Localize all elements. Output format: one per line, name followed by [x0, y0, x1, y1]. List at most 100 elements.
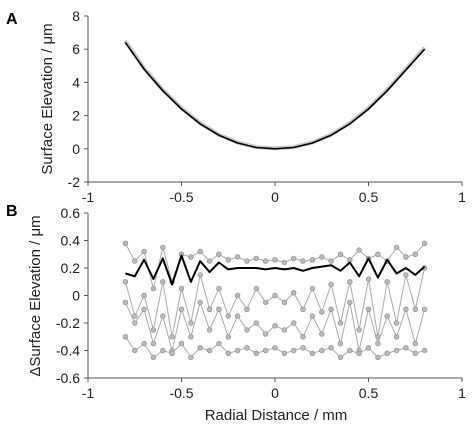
panel-b-data-point [272, 257, 278, 263]
panel-b-data-point [393, 244, 400, 251]
panel-b-series [122, 240, 428, 361]
panel-b-data-point [375, 354, 381, 361]
panel-b-data-point [178, 285, 185, 292]
panel-b-y-tick-label: -0.2 [56, 315, 80, 331]
panel-b-data-point [216, 285, 222, 292]
panel-b-data-point [393, 334, 400, 340]
panel-b-data-point [421, 306, 428, 312]
panel-b-data-point [150, 327, 157, 333]
panel-b-data-point [319, 309, 325, 315]
panel-b-data-point [244, 258, 250, 264]
panel-b-data-point [244, 306, 250, 312]
panel-a-x-tick-label: 1 [458, 189, 466, 205]
panel-b-data-point [225, 257, 232, 263]
panel-b-data-point [141, 248, 147, 255]
panel-a-series [123, 39, 427, 151]
panel-a-y-tick-label: 6 [72, 41, 80, 57]
panel-b-data-point [141, 306, 147, 312]
panel-b-data-point [262, 258, 269, 264]
panel-b-data-point [347, 299, 353, 306]
panel-a-x-tick-label: -0.5 [169, 189, 193, 205]
panel-b-data-point [328, 258, 334, 264]
panel-b-data-point [253, 285, 259, 292]
panel-b-data-point [272, 345, 278, 351]
panel-b-data-point [393, 347, 400, 354]
panel-b-data-point [300, 345, 306, 351]
panel-b-y-tick-label: 0 [72, 288, 80, 304]
panel-b-data-point [262, 331, 269, 337]
panel-b-data-point [281, 327, 288, 333]
panel-b-data-point [375, 340, 381, 347]
panel-b-data-point [141, 340, 147, 347]
panel-b-data-point [122, 240, 129, 247]
panel-b-data-point [281, 350, 288, 356]
panel-b-data-point [356, 350, 362, 356]
panel-b-x-tick-label: 0 [271, 385, 279, 401]
panel-b-data-point [216, 251, 222, 258]
panel-b-data-point [169, 334, 175, 340]
panel-b-data-point [319, 347, 325, 354]
panel-b-data-point [262, 299, 269, 306]
panel-b-x-axis-label: Radial Distance / mm [205, 407, 348, 424]
panel-b: B ΔSurface Elevation / μm Radial Distanc… [6, 203, 466, 424]
panel-b-data-point [319, 254, 325, 260]
panel-a: A Surface Elevation / μm -2 0 2 4 6 8 -1 -0.5 0 0… [6, 8, 466, 205]
panel-b-ticks: -0.6 -0.4 -0.2 0 0.2 0.4 0.6 -1 -0.5 0 0.5 1 [56, 205, 466, 401]
panel-b-data-point [356, 327, 362, 333]
panel-b-data-point [216, 340, 222, 347]
panel-b-data-point [347, 279, 353, 285]
panel-b-data-point [337, 354, 344, 361]
panel-b-data-point [281, 259, 288, 266]
panel-b-data-point [244, 327, 250, 333]
panel-b-data-point [206, 258, 213, 264]
panel-b-data-point [244, 345, 250, 351]
panel-b-x-tick-label: 0.5 [359, 385, 379, 401]
panel-b-data-point [160, 313, 166, 319]
panel-b-y-tick-label: 0.4 [61, 233, 81, 249]
panel-b-data-point [150, 354, 157, 361]
panel-b-data-point [365, 276, 372, 282]
panel-label-a: A [6, 11, 18, 28]
panel-b-data-point [421, 240, 428, 247]
panel-b-x-tick-label: -1 [82, 385, 95, 401]
panel-b-data-point [188, 354, 194, 361]
panel-b-data-point [253, 320, 259, 326]
panel-b-data-point [188, 254, 194, 260]
panel-b-data-point [206, 306, 213, 312]
panel-b-data-point [206, 327, 213, 333]
panel-label-b: B [6, 203, 18, 220]
panel-b-data-point [132, 347, 138, 354]
panel-b-data-point [384, 313, 390, 319]
panel-b-data-point [150, 285, 157, 292]
panel-b-data-point [272, 323, 278, 329]
panel-b-data-point [188, 334, 194, 340]
panel-b-data-point [403, 306, 409, 312]
panel-b-y-axis-label: ΔSurface Elevation / μm [27, 215, 44, 376]
panel-b-data-point [403, 254, 409, 260]
panel-b-data-point [197, 345, 203, 351]
panel-b-data-point [141, 292, 147, 299]
panel-b-data-point [375, 251, 381, 258]
panel-b-data-point [365, 345, 372, 351]
panel-b-data-point [421, 347, 428, 354]
panel-b-data-point [160, 347, 166, 354]
panel-a-series-line-0 [123, 39, 427, 151]
panel-b-data-point [178, 340, 185, 347]
panel-b-data-point [300, 306, 306, 312]
panel-b-data-point [328, 345, 334, 351]
panel-b-data-point [160, 279, 166, 285]
panel-b-data-point [412, 306, 418, 312]
panel-b-data-point [319, 331, 325, 337]
panel-b-data-point [225, 334, 232, 340]
panel-b-data-point [328, 306, 334, 312]
panel-b-data-point [122, 279, 129, 285]
panel-b-data-point [291, 320, 297, 326]
panel-b-data-point [328, 281, 334, 288]
panel-b-data-point [412, 350, 418, 356]
panel-b-data-point [403, 272, 409, 278]
panel-b-data-point [384, 350, 390, 356]
panel-b-data-point [309, 350, 316, 356]
panel-a-ticks: -2 0 2 4 6 8 -1 -0.5 0 0.5 1 [68, 8, 467, 205]
panel-b-data-point [337, 251, 344, 258]
panel-b-data-point [122, 299, 129, 306]
